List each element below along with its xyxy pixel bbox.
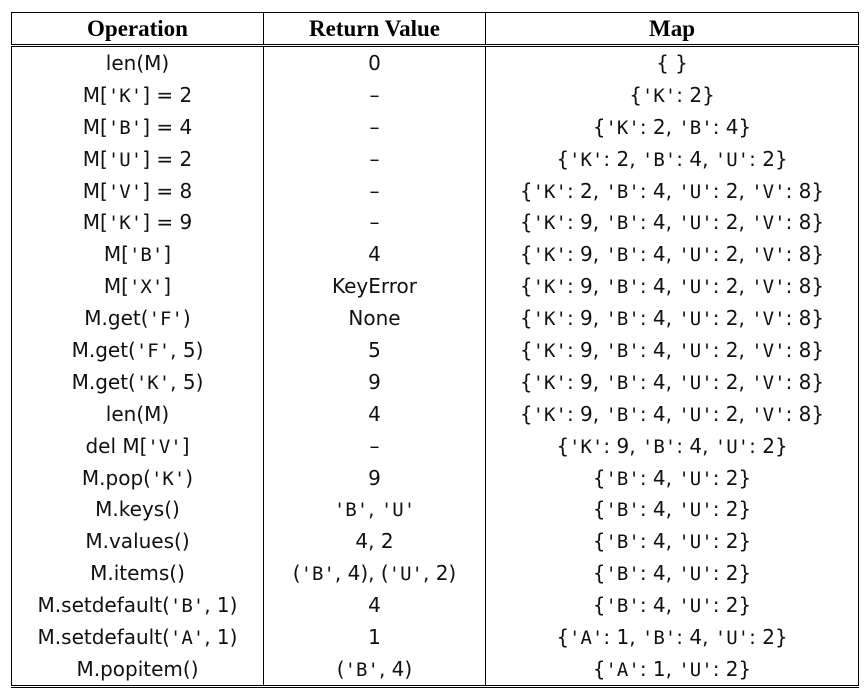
return-value-cell: 5 bbox=[263, 334, 486, 366]
table-row: M.setdefault('B', 1) 4 {'B': 4, 'U': 2} bbox=[12, 589, 859, 622]
operation-cell: M.popitem() bbox=[76, 656, 199, 681]
return-value-cell: ('B', 4) bbox=[263, 652, 486, 687]
map-cell: {'K': 2} bbox=[485, 78, 859, 111]
header-row: Operation Return Value Map bbox=[11, 12, 859, 47]
operation-cell: len(M) bbox=[105, 401, 170, 426]
table-row: M.get('K', 5) 9 {'K': 9, 'B': 4, 'U': 2, '… bbox=[12, 365, 859, 398]
map-cell: {'K': 2, 'B': 4, 'U': 2} bbox=[485, 142, 859, 175]
operation-cell: M['B'] = 4 bbox=[82, 114, 193, 139]
map-cell: {'K': 9, 'B': 4, 'U': 2, 'V': 8} bbox=[485, 397, 859, 430]
table-row: M.get('F') None {'K': 9, 'B': 4, 'U': 2, '… bbox=[12, 302, 859, 335]
return-value-cell: – bbox=[263, 142, 486, 175]
map-operations-table: Operation Return Value Map len(M) 0{ } M['… bbox=[11, 12, 859, 688]
map-cell: {'B': 4, 'U': 2} bbox=[485, 589, 859, 622]
map-operations-table-container: Operation Return Value Map len(M) 0{ } M['… bbox=[11, 12, 859, 688]
map-cell: {'B': 4, 'U': 2} bbox=[485, 557, 859, 590]
return-value-cell: KeyError bbox=[263, 270, 486, 303]
table-row: M.values() 4, 2 {'B': 4, 'U': 2} bbox=[12, 525, 859, 558]
table-row: M['B'] 4 {'K': 9, 'B': 4, 'U': 2, 'V': 8} bbox=[12, 238, 859, 271]
return-value-cell: 4 bbox=[263, 589, 486, 622]
operation-cell: M.items() bbox=[90, 561, 185, 586]
map-cell: {'B': 4, 'U': 2} bbox=[485, 525, 859, 558]
table-row: M['K'] = 9 – {'K': 9, 'B': 4, 'U': 2, 'V':… bbox=[12, 206, 859, 239]
map-cell: {'K': 9, 'B': 4, 'U': 2, 'V': 8} bbox=[485, 206, 859, 239]
table-row: M.setdefault('A', 1) 1 {'A': 1, 'B': 4, 'U… bbox=[12, 621, 859, 653]
operation-cell: M['K'] = 9 bbox=[82, 210, 193, 235]
table-row: len(M) 4 {'K': 9, 'B': 4, 'U': 2, 'V': 8} bbox=[12, 397, 859, 430]
table-row: M['X'] KeyError {'K': 9, 'B': 4, 'U': 2, '… bbox=[12, 270, 859, 303]
return-value-cell: – bbox=[263, 174, 486, 207]
operation-cell: M['X'] bbox=[103, 274, 172, 299]
operation-cell: M.setdefault('B', 1) bbox=[37, 593, 238, 618]
map-cell: {'K': 9, 'B': 4, 'U': 2, 'V': 8} bbox=[485, 334, 859, 366]
operation-cell: M['U'] = 2 bbox=[82, 146, 193, 171]
map-cell: { } bbox=[485, 45, 859, 79]
operation-cell: M.setdefault('A', 1) bbox=[37, 624, 238, 649]
table-row: M.pop('K') 9 {'B': 4, 'U': 2} bbox=[12, 461, 859, 494]
operation-cell: M['V'] = 8 bbox=[82, 178, 193, 203]
return-value-cell: None bbox=[263, 302, 486, 335]
map-cell: {'B': 4, 'U': 2} bbox=[485, 493, 859, 526]
map-cell: {'K': 2, 'B': 4, 'U': 2, 'V': 8} bbox=[485, 174, 859, 207]
return-value-cell: – bbox=[263, 206, 486, 239]
return-value-cell: 'B', 'U' bbox=[263, 493, 486, 526]
return-value-cell: ('B', 4), ('U', 2) bbox=[263, 557, 486, 590]
return-value-cell: 4 bbox=[263, 238, 486, 271]
header-map: Map bbox=[485, 12, 859, 47]
return-value-cell: 4, 2 bbox=[263, 525, 486, 558]
map-cell: {'B': 4, 'U': 2} bbox=[485, 461, 859, 494]
operation-cell: len(M) bbox=[105, 50, 170, 75]
return-value-cell: 1 bbox=[263, 621, 486, 653]
return-value-cell: – bbox=[263, 110, 486, 143]
table-body: len(M) 0{ } M['K'] = 2– {'K': 2} M['B'] = 4–… bbox=[12, 45, 859, 687]
table-row: M['V'] = 8 – {'K': 2, 'B': 4, 'U': 2, 'V':… bbox=[12, 174, 859, 207]
operation-cell: M.keys() bbox=[95, 497, 180, 522]
table-row: M.get('F', 5) 5 {'K': 9, 'B': 4, 'U': 2, '… bbox=[12, 334, 859, 366]
operation-cell: M.values() bbox=[85, 529, 190, 554]
map-cell: {'K': 9, 'B': 4, 'U': 2} bbox=[485, 429, 859, 462]
header-operation: Operation bbox=[11, 12, 264, 47]
table-row: M.popitem() ('B', 4) {'A': 1, 'U': 2} bbox=[12, 652, 859, 687]
map-cell: {'K': 2, 'B': 4} bbox=[485, 110, 859, 143]
map-cell: {'A': 1, 'B': 4, 'U': 2} bbox=[485, 621, 859, 653]
operation-cell: M.get('F') bbox=[84, 306, 191, 331]
operation-cell: M.get('K', 5) bbox=[71, 369, 204, 394]
table-row: M['K'] = 2 – {'K': 2} bbox=[12, 78, 859, 111]
table-row: M['B'] = 4 – {'K': 2, 'B': 4} bbox=[12, 110, 859, 143]
table-row: M['U'] = 2 – {'K': 2, 'B': 4, 'U': 2} bbox=[12, 142, 859, 175]
return-value-cell: 0 bbox=[263, 45, 486, 79]
map-cell: {'K': 9, 'B': 4, 'U': 2, 'V': 8} bbox=[485, 238, 859, 271]
table-row: M.keys() 'B', 'U' {'B': 4, 'U': 2} bbox=[12, 493, 859, 526]
table-row: del M['V'] – {'K': 9, 'B': 4, 'U': 2} bbox=[12, 429, 859, 462]
operation-cell: M['K'] = 2 bbox=[82, 82, 193, 107]
operation-cell: M['B'] bbox=[103, 242, 172, 267]
return-value-cell: – bbox=[263, 78, 486, 111]
table-row: len(M) 0{ } bbox=[12, 45, 859, 79]
return-value-cell: 4 bbox=[263, 397, 486, 430]
map-cell: {'A': 1, 'U': 2} bbox=[485, 652, 859, 687]
map-cell: {'K': 9, 'B': 4, 'U': 2, 'V': 8} bbox=[485, 270, 859, 303]
return-value-cell: 9 bbox=[263, 365, 486, 398]
return-value-cell: – bbox=[263, 429, 486, 462]
map-cell: {'K': 9, 'B': 4, 'U': 2, 'V': 8} bbox=[485, 302, 859, 335]
operation-cell: del M['V'] bbox=[85, 433, 190, 458]
operation-cell: M.pop('K') bbox=[81, 465, 194, 490]
operation-cell: M.get('F', 5) bbox=[71, 337, 204, 362]
header-return-value: Return Value bbox=[263, 12, 486, 47]
return-value-cell: 9 bbox=[263, 461, 486, 494]
map-cell: {'K': 9, 'B': 4, 'U': 2, 'V': 8} bbox=[485, 365, 859, 398]
table-row: M.items() ('B', 4), ('U', 2) {'B': 4, 'U':… bbox=[12, 557, 859, 590]
